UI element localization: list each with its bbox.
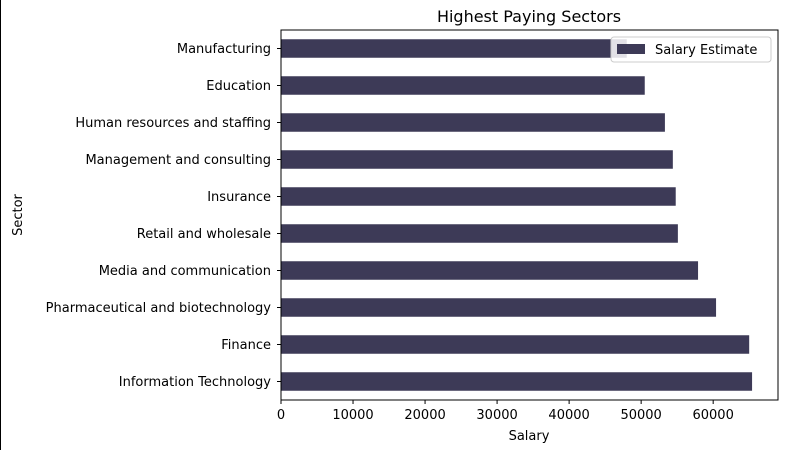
y-tick-label: Pharmaceutical and biotechnology	[46, 301, 272, 316]
y-tick-label: Insurance	[207, 190, 271, 205]
legend-box	[610, 36, 772, 63]
y-tick-label: Finance	[221, 338, 271, 353]
x-tick-label: 60000	[692, 408, 733, 423]
x-tick-label: 50000	[620, 408, 661, 423]
chart-title: Highest Paying Sectors	[437, 7, 621, 26]
bars-group	[281, 39, 753, 391]
x-tick-label: 20000	[404, 408, 445, 423]
y-tick-label: Media and communication	[99, 264, 271, 279]
bar-insurance	[281, 187, 676, 206]
y-tick-labels: Manufacturing Education Human resources an…	[46, 42, 281, 390]
plot-area: Manufacturing Education Human resources an…	[46, 29, 779, 423]
y-tick-label: Human resources and staffing	[75, 116, 271, 131]
bar-media-and-communication	[281, 261, 699, 280]
bar-management-and-consulting	[281, 150, 673, 169]
y-axis-label: Sector	[11, 193, 26, 235]
plot-frame	[280, 29, 779, 401]
x-tick-label: 40000	[548, 408, 589, 423]
bar-information-technology	[281, 372, 753, 391]
x-tick-labels: 0 10000 20000 30000 40000 50000 60000	[277, 400, 734, 423]
bar-finance	[281, 335, 750, 354]
x-tick-label: 0	[277, 408, 285, 423]
bar-education	[281, 76, 645, 95]
legend: Salary Estimate	[610, 36, 772, 63]
y-tick-label: Information Technology	[119, 375, 272, 390]
left-border	[0, 0, 1, 450]
x-axis-label: Salary	[509, 429, 550, 444]
x-tick-label: 30000	[476, 408, 517, 423]
y-tick-label: Management and consulting	[85, 153, 271, 168]
bar-pharmaceutical-and-biotechnology	[281, 298, 717, 317]
x-tick-label: 10000	[332, 408, 373, 423]
bar-manufacturing	[281, 39, 627, 58]
legend-swatch	[617, 44, 645, 54]
y-tick-label: Education	[206, 79, 271, 94]
legend-label: Salary Estimate	[655, 43, 757, 58]
y-tick-label: Retail and wholesale	[137, 227, 271, 242]
bar-retail-and-wholesale	[281, 224, 678, 243]
y-tick-label: Manufacturing	[177, 42, 271, 57]
bar-human-resources-and-staffing	[281, 113, 665, 132]
